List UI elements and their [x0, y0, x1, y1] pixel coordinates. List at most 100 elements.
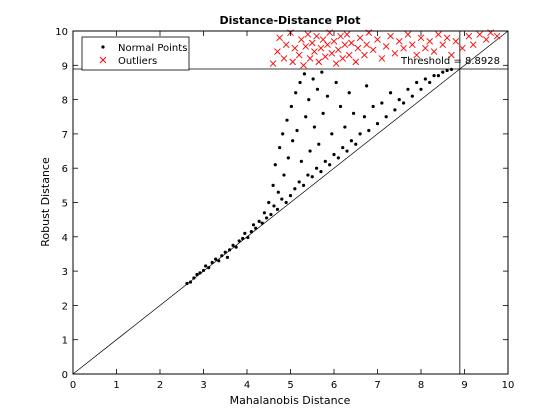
- x-tick-label: 10: [502, 380, 515, 391]
- axis-ticks: 0 1 2 3 4 5 6 7 8 9 10 0 1 2 3 4 5 6 7 8 9 10: [55, 27, 514, 391]
- outlier-point: [308, 39, 316, 47]
- normal-point: [241, 236, 245, 241]
- outlier-point: [443, 34, 451, 42]
- normal-point: [397, 98, 401, 102]
- normal-point: [299, 159, 303, 163]
- normal-point: [415, 80, 419, 85]
- x-tick-label: 3: [200, 380, 206, 391]
- normal-point: [269, 212, 273, 217]
- outlier-point: [341, 41, 349, 49]
- normal-point: [338, 104, 343, 109]
- legend-outlier-marker: [99, 56, 107, 64]
- outlier-point: [313, 32, 320, 40]
- normal-point: [201, 268, 206, 273]
- legend-box: [81, 36, 190, 71]
- normal-point: [286, 156, 290, 160]
- diagonal-reference-line: [72, 30, 509, 375]
- outlier-point: [459, 44, 466, 52]
- outlier-point: [276, 34, 283, 42]
- normal-point: [345, 149, 349, 153]
- outlier-point: [269, 60, 277, 67]
- normal-point: [312, 125, 317, 129]
- normal-point: [375, 122, 380, 126]
- normal-point: [246, 235, 250, 240]
- normal-point: [273, 163, 277, 167]
- y-tick-label: 3: [62, 267, 68, 278]
- outlier-point: [435, 31, 442, 38]
- normal-point: [306, 173, 310, 177]
- normal-point: [449, 67, 454, 72]
- x-tick-label: 9: [461, 380, 467, 391]
- outlier-point: [274, 48, 281, 55]
- normal-point: [185, 281, 189, 286]
- normal-point: [351, 111, 356, 115]
- y-axis-label: Robust Distance: [39, 157, 52, 247]
- normal-point: [371, 104, 375, 109]
- normal-point: [315, 87, 320, 91]
- legend-outlier-label: Outliers: [118, 56, 157, 67]
- normal-point: [307, 98, 311, 102]
- outlier-point: [476, 31, 484, 38]
- normal-point: [410, 94, 414, 98]
- outlier-point: [400, 44, 407, 52]
- y-tick-label: 10: [55, 27, 68, 38]
- outlier-point: [330, 37, 338, 45]
- outlier-point: [295, 51, 303, 59]
- x-tick-label: 7: [374, 380, 380, 391]
- normal-point: [321, 111, 325, 115]
- normal-point: [281, 132, 285, 136]
- outlier-point: [300, 61, 307, 69]
- outlier-point: [382, 43, 390, 50]
- normal-point: [367, 128, 371, 133]
- outlier-point: [369, 46, 377, 54]
- normal-point: [285, 118, 289, 122]
- normal-point: [288, 194, 293, 198]
- outlier-point: [289, 58, 296, 66]
- normal-point: [231, 243, 235, 247]
- outlier-point: [356, 34, 364, 42]
- x-tick-label: 8: [418, 380, 424, 391]
- outlier-point: [348, 39, 355, 47]
- normal-point: [347, 91, 351, 95]
- normal-point: [243, 231, 247, 235]
- outlier-point: [321, 53, 329, 61]
- normal-point: [388, 91, 393, 95]
- normal-point: [304, 115, 308, 119]
- normal-point: [323, 159, 327, 163]
- normal-point: [198, 271, 202, 275]
- outlier-point: [343, 31, 351, 38]
- outlier-point: [391, 49, 399, 57]
- normal-point: [349, 139, 353, 143]
- normal-point: [262, 211, 266, 215]
- normal-point: [419, 87, 423, 91]
- normal-point: [237, 239, 241, 243]
- normal-point: [334, 80, 338, 85]
- outlier-point: [448, 51, 455, 59]
- normal-point: [289, 104, 293, 109]
- outlier-point: [482, 36, 490, 43]
- normal-point: [406, 87, 410, 91]
- normal-point: [358, 132, 362, 136]
- outlier-point: [304, 31, 312, 38]
- normal-point: [384, 115, 388, 119]
- outlier-point: [363, 41, 370, 49]
- normal-point: [291, 139, 295, 143]
- normal-point: [280, 197, 284, 201]
- normal-point: [423, 77, 427, 81]
- normal-point: [284, 200, 288, 205]
- outlier-point: [328, 49, 336, 57]
- normal-point: [278, 146, 282, 150]
- threshold-annotation: Threshold = 8.8928: [400, 56, 500, 67]
- x-tick-label: 2: [157, 380, 163, 391]
- legend-normal-label: Normal Points: [118, 43, 187, 54]
- outlier-point: [465, 32, 473, 40]
- normal-point: [308, 149, 312, 153]
- y-tick-label: 9: [62, 61, 68, 72]
- normal-point: [192, 276, 196, 280]
- normal-point: [297, 180, 301, 184]
- normal-point: [271, 183, 275, 187]
- normal-point: [319, 170, 323, 174]
- outlier-point: [345, 51, 353, 59]
- outlier-point: [298, 36, 305, 43]
- outlier-point: [315, 58, 323, 66]
